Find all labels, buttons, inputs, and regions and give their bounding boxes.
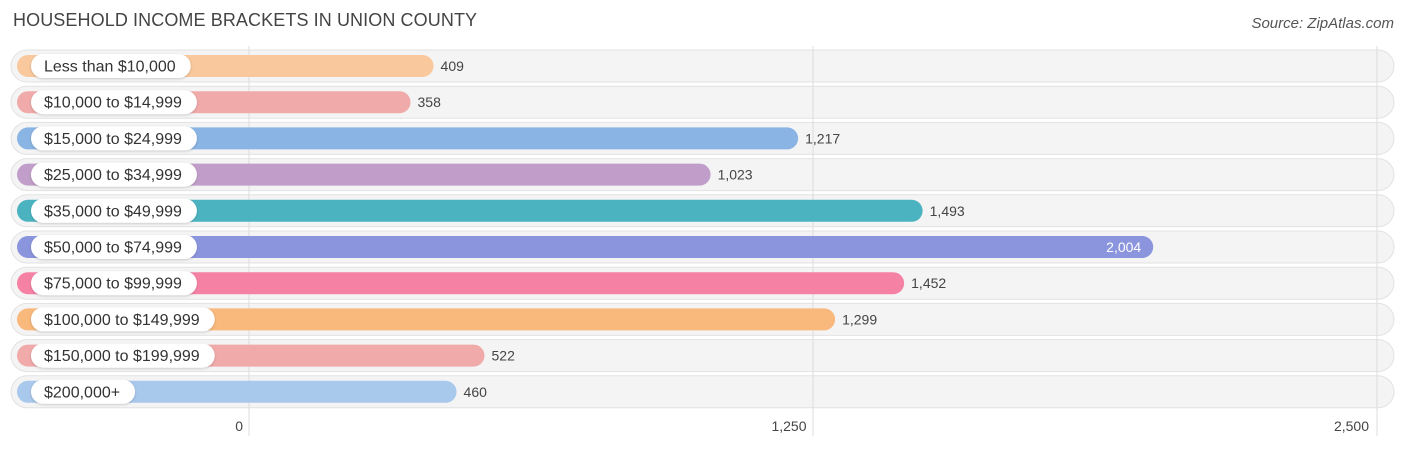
bar xyxy=(17,199,923,222)
category-label: $50,000 to $74,999 xyxy=(44,240,182,257)
value-label: 1,299 xyxy=(842,311,877,327)
source-label: Source: ZipAtlas.com xyxy=(1251,15,1394,32)
bar xyxy=(17,308,836,331)
value-label: 1,452 xyxy=(911,275,946,291)
value-label: 522 xyxy=(492,348,516,364)
category-label-pill xyxy=(31,307,215,332)
category-label: $10,000 to $14,999 xyxy=(44,95,182,112)
category-label: $200,000+ xyxy=(44,384,120,401)
value-label: 460 xyxy=(464,384,488,400)
category-label: Less than $10,000 xyxy=(44,59,176,76)
tick-label: 1,250 xyxy=(771,418,806,434)
tick-label: 2,500 xyxy=(1334,418,1369,434)
category-label-pill xyxy=(31,198,197,223)
category-label-pill xyxy=(31,235,197,259)
category-label: $75,000 to $99,999 xyxy=(44,276,182,293)
value-label: 1,217 xyxy=(805,130,840,146)
category-label-pill xyxy=(31,379,136,404)
tick-label: 0 xyxy=(235,418,243,434)
value-label: 358 xyxy=(418,94,442,110)
category-label-pill xyxy=(31,162,197,187)
category-label: $35,000 to $49,999 xyxy=(44,203,182,220)
value-label: 1,493 xyxy=(930,203,965,219)
category-label-pill xyxy=(31,343,215,368)
category-label-pill xyxy=(31,90,197,115)
bar xyxy=(17,236,1154,258)
x-axis-ticks: 0 1,250 2,500 xyxy=(235,418,1369,434)
category-label: $15,000 to $24,999 xyxy=(44,131,182,148)
category-label-pill xyxy=(31,54,191,78)
value-label: 409 xyxy=(441,58,465,74)
bar xyxy=(17,127,799,150)
category-label-pill xyxy=(31,126,197,151)
category-label: $25,000 to $34,999 xyxy=(44,167,182,184)
bar xyxy=(17,272,905,295)
value-label: 1,023 xyxy=(718,167,753,183)
category-label: $150,000 to $199,999 xyxy=(44,348,200,365)
chart-title: HOUSEHOLD INCOME BRACKETS IN UNION COUNT… xyxy=(13,10,478,30)
category-label: $100,000 to $149,999 xyxy=(44,312,200,329)
category-label-pill xyxy=(31,271,197,296)
bars: Less than $10,000 409 $10,000 to $14,999 35… xyxy=(17,54,1154,404)
value-label: 2,004 xyxy=(1106,239,1141,255)
